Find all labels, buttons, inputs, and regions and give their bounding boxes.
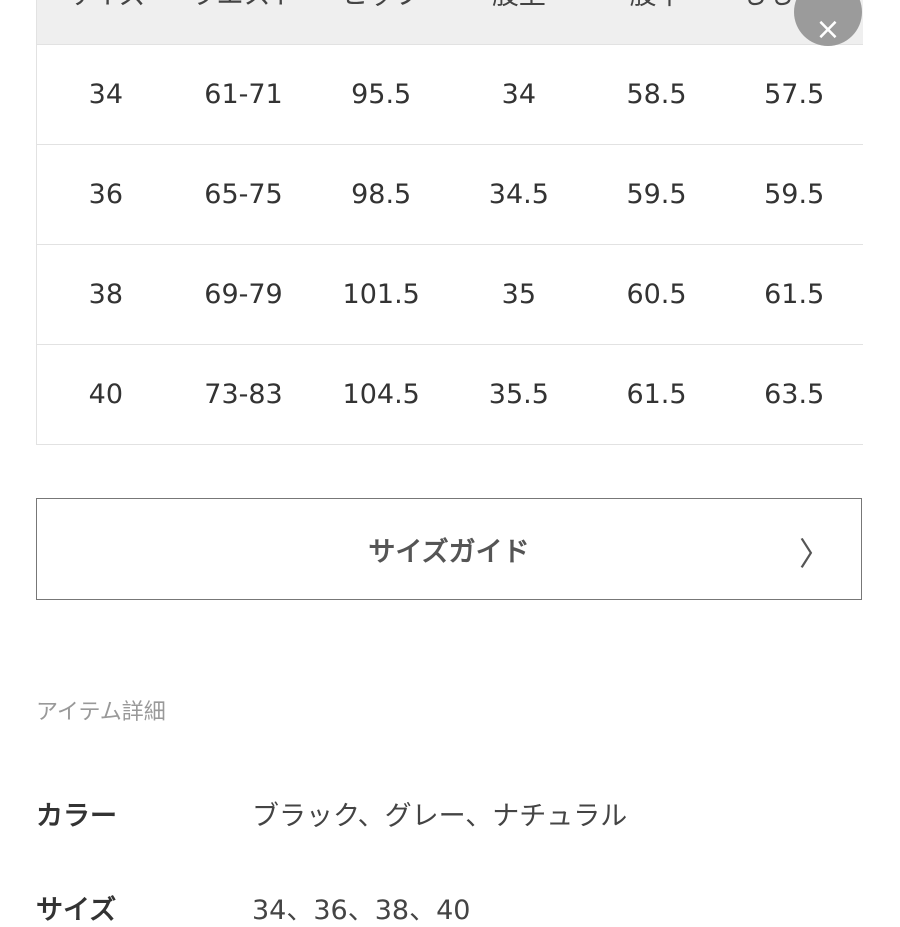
- table-cell: 60.5: [626, 279, 687, 310]
- table-cell: 35.5: [488, 379, 549, 410]
- item-details-title: アイテム詳細: [36, 700, 166, 725]
- table-cell: 95.5: [351, 79, 412, 110]
- table-cell: 61-71: [204, 79, 283, 110]
- table-cell: 65-75: [204, 179, 283, 210]
- header-cell: サイズ: [37, 0, 175, 11]
- close-button[interactable]: ×: [794, 0, 862, 46]
- table-cell: 69-79: [204, 279, 283, 310]
- table-cell: 98.5: [351, 179, 412, 210]
- table-cell: 34: [501, 79, 537, 110]
- size-table: サイズ ウエスト ヒップ 股上 股下 もも周り 34 61-71 95.5 34…: [36, 0, 863, 445]
- table-cell: 63.5: [764, 379, 825, 410]
- table-cell: 73-83: [204, 379, 283, 410]
- table-row: 40 73-83 104.5 35.5 61.5 63.5: [37, 345, 863, 445]
- table-cell: 34.5: [488, 179, 549, 210]
- table-cell: 38: [88, 279, 124, 310]
- spec-row-size: サイズ 34、36、38、40: [36, 888, 470, 927]
- table-row: 34 61-71 95.5 34 58.5 57.5: [37, 45, 863, 145]
- size-guide-label: サイズガイド: [368, 536, 530, 568]
- table-cell: 35: [501, 279, 537, 310]
- table-row: 36 65-75 98.5 34.5 59.5 59.5: [37, 145, 863, 245]
- header-cell: ウエスト: [175, 0, 313, 11]
- spec-value: ブラック、グレー、ナチュラル: [252, 801, 628, 832]
- spec-key: サイズ: [36, 895, 117, 926]
- table-cell: 34: [88, 79, 124, 110]
- header-cell: 股下: [588, 0, 726, 11]
- header-cell: ヒップ: [312, 0, 450, 11]
- spec-row-color: カラー ブラック、グレー、ナチュラル: [36, 794, 627, 833]
- table-row: 38 69-79 101.5 35 60.5 61.5: [37, 245, 863, 345]
- close-icon: ×: [815, 12, 841, 47]
- spec-value: 34、36、38、40: [252, 895, 471, 926]
- chevron-right-icon: 〉: [798, 535, 831, 573]
- table-cell: 61.5: [626, 379, 687, 410]
- size-guide-button[interactable]: サイズガイド 〉: [36, 498, 862, 600]
- table-cell: 61.5: [764, 279, 825, 310]
- table-cell: 58.5: [626, 79, 687, 110]
- table-cell: 59.5: [626, 179, 687, 210]
- table-cell: 101.5: [342, 279, 420, 310]
- table-header: サイズ ウエスト ヒップ 股上 股下 もも周り: [37, 0, 863, 45]
- table-cell: 36: [88, 179, 124, 210]
- spec-key: カラー: [36, 801, 117, 832]
- table-cell: 40: [88, 379, 124, 410]
- table-cell: 104.5: [342, 379, 420, 410]
- table-cell: 59.5: [764, 179, 825, 210]
- table-cell: 57.5: [764, 79, 825, 110]
- header-cell: 股上: [450, 0, 588, 11]
